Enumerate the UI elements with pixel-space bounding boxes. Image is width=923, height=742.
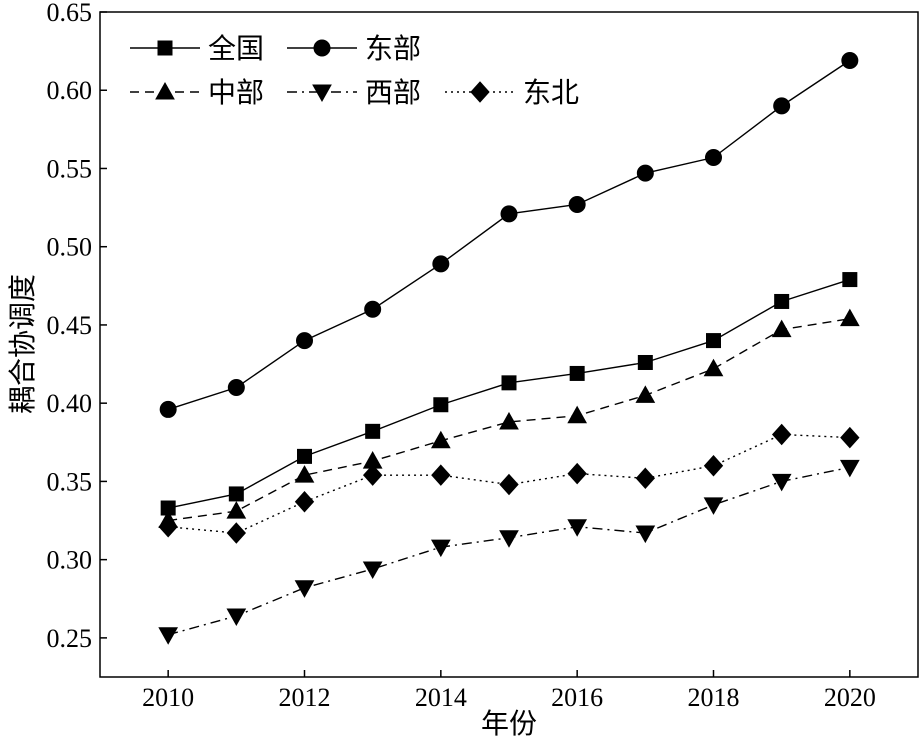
legend-item: 西部	[287, 76, 421, 109]
data-point	[567, 405, 588, 424]
legend-label: 西部	[365, 76, 421, 109]
legend-marker	[313, 39, 331, 57]
data-point	[635, 525, 656, 544]
legend-marker	[155, 81, 175, 100]
data-point	[294, 465, 315, 483]
y-tick-label: 0.50	[47, 233, 93, 262]
data-point	[705, 149, 722, 167]
series-line	[168, 278, 851, 509]
y-tick-label: 0.35	[47, 467, 93, 496]
x-tick-label: 2016	[551, 683, 603, 712]
data-point	[365, 423, 381, 439]
series-1	[159, 52, 859, 418]
data-point	[703, 358, 724, 377]
x-axis-title: 年份	[481, 707, 537, 740]
data-point	[294, 491, 315, 513]
legend-marker	[312, 84, 332, 103]
x-axis: 2010 2012 2014 2016 2018 2020	[142, 670, 876, 712]
data-point	[296, 332, 313, 350]
series-0	[160, 272, 858, 516]
y-tick-label: 0.45	[47, 311, 93, 340]
y-tick-label: 0.55	[47, 154, 93, 183]
data-point	[499, 530, 519, 548]
data-point	[501, 375, 517, 391]
series-line	[167, 59, 851, 411]
legend-marker	[157, 40, 173, 56]
x-tick-label: 2010	[142, 683, 194, 712]
data-point	[227, 379, 245, 397]
data-point	[706, 333, 721, 349]
data-point	[839, 459, 860, 478]
data-point	[430, 539, 451, 558]
y-axis-title: 耦合协调度	[6, 274, 39, 414]
series-3	[158, 459, 860, 645]
legend-item: 东部	[287, 32, 421, 65]
data-point	[773, 97, 791, 115]
legend-item: 全国	[130, 32, 264, 65]
data-point	[294, 580, 315, 598]
y-axis: 0.25 0.30 0.35 0.40 0.45 0.50 0.55 0.60 0.65	[47, 0, 107, 653]
data-point	[499, 411, 519, 430]
data-point	[703, 497, 724, 515]
series-layer	[158, 52, 860, 645]
y-tick-label: 0.40	[47, 389, 93, 418]
legend-label: 中部	[208, 76, 264, 109]
data-point	[430, 430, 451, 449]
x-tick-label: 2020	[824, 683, 876, 712]
legend-label: 东部	[365, 32, 421, 65]
x-tick-label: 2014	[415, 683, 467, 712]
data-point	[500, 205, 518, 223]
data-point	[841, 52, 859, 70]
data-point	[159, 400, 177, 418]
data-point	[226, 501, 247, 519]
data-point	[567, 462, 587, 485]
data-point	[771, 473, 792, 492]
data-point	[840, 426, 860, 449]
data-point	[635, 467, 656, 490]
data-point	[158, 516, 178, 538]
data-point	[499, 473, 519, 496]
data-point	[839, 308, 860, 327]
x-tick-label: 2018	[688, 683, 740, 712]
data-point	[433, 397, 449, 413]
data-point	[432, 255, 450, 273]
y-tick-label: 0.65	[47, 0, 93, 27]
data-point	[364, 300, 382, 318]
data-point	[226, 522, 247, 544]
data-point	[771, 423, 792, 446]
legend-label: 东北	[523, 76, 579, 109]
data-point	[158, 627, 179, 645]
data-point	[842, 272, 858, 288]
data-point	[431, 464, 451, 486]
data-point	[774, 293, 790, 309]
data-point	[228, 486, 244, 502]
x-tick-label: 2012	[279, 683, 331, 712]
data-point	[362, 561, 383, 580]
y-tick-label: 0.30	[47, 546, 93, 575]
series-4	[158, 423, 860, 544]
series-line	[168, 317, 850, 522]
data-point	[636, 164, 654, 182]
data-point	[567, 519, 588, 537]
legend-marker	[470, 81, 490, 103]
data-point	[771, 319, 792, 338]
y-tick-label: 0.25	[47, 624, 93, 653]
data-point	[637, 354, 653, 370]
data-point	[297, 448, 312, 464]
data-point	[362, 464, 383, 486]
data-point	[568, 195, 586, 213]
legend-item: 中部	[130, 76, 264, 109]
legend-item: 东北	[445, 76, 579, 109]
data-point	[569, 365, 585, 381]
data-point	[226, 608, 247, 626]
legend-label: 全国	[208, 32, 264, 65]
plot-frame	[99, 11, 919, 678]
y-tick-label: 0.60	[47, 76, 93, 105]
data-point	[703, 455, 724, 477]
data-point	[635, 385, 656, 403]
